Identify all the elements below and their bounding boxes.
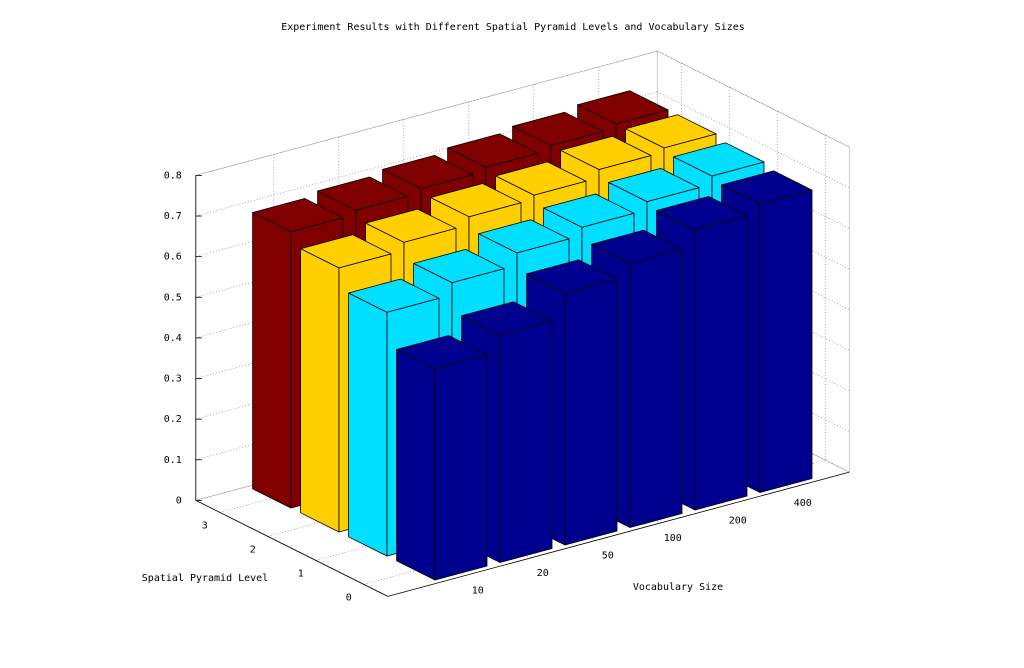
bar-top-face	[512, 111, 604, 146]
bar-top-face	[300, 234, 392, 269]
chart-title: Experiment Results with Different Spatia…	[281, 22, 745, 33]
z-tick-label: 0.3	[164, 374, 182, 385]
bar-top-face	[382, 154, 474, 190]
bar-top-face	[430, 183, 522, 218]
bar-top-face	[478, 219, 570, 254]
bar-top-face	[365, 208, 457, 243]
bar-top-face	[721, 170, 813, 205]
bar-top-face	[543, 193, 635, 228]
z-tick-label: 0.1	[164, 455, 182, 466]
x-tick-label: 10	[472, 585, 484, 596]
bar-top-face	[447, 133, 539, 168]
y-tick-label: 2	[250, 544, 256, 555]
bar-front-face	[629, 248, 683, 528]
bar-top-face	[317, 176, 409, 211]
bar-top-face	[656, 196, 748, 231]
bar-top-face	[608, 167, 700, 203]
x-axis	[387, 471, 850, 597]
z-tick-label: 0.6	[164, 252, 182, 263]
bar-top-face	[673, 142, 765, 177]
bar-top-face	[577, 90, 669, 125]
bar-front-face	[434, 354, 488, 581]
y-axis-label: Spatial Pyramid Level	[142, 573, 268, 584]
bar-top-face	[526, 259, 618, 294]
z-tick-label: 0.4	[164, 333, 182, 344]
bar-top-face	[625, 114, 717, 149]
bar-left-face	[348, 292, 388, 557]
bar-front-face	[499, 320, 553, 563]
bar-top-face	[252, 198, 344, 233]
z-tick-label: 0.5	[164, 292, 182, 303]
x-tick-label: 100	[664, 533, 682, 544]
y-tick-label: 0	[346, 592, 352, 603]
y-axis	[195, 500, 388, 597]
z-tick-label: 0.8	[164, 170, 182, 181]
bar-top-face	[495, 161, 587, 196]
bar-top-face	[413, 248, 505, 284]
bar-left-face	[252, 212, 292, 509]
x-axis-label: Vocabulary Size	[633, 582, 723, 593]
bar-left-face	[396, 349, 436, 581]
x-tick-label: 200	[729, 515, 747, 526]
y-tick-label: 3	[202, 520, 208, 531]
bar-left-face	[300, 248, 340, 533]
bar-top-face	[348, 278, 440, 313]
bar-front-face	[564, 278, 618, 546]
bar-top-face	[396, 335, 488, 370]
bar-top-face	[560, 135, 652, 170]
z-tick-label: 0.7	[164, 211, 182, 222]
bar-front-face	[694, 215, 748, 511]
z-tick-label: 0	[176, 495, 182, 506]
x-tick-label: 20	[537, 568, 549, 579]
bar-top-face	[461, 301, 553, 336]
bar-front-face	[759, 189, 813, 493]
x-tick-label: 400	[794, 498, 812, 509]
z-tick-label: 0.2	[164, 414, 182, 425]
bar-top-face	[591, 229, 683, 264]
y-tick-label: 1	[298, 568, 304, 579]
x-tick-label: 50	[602, 550, 614, 561]
